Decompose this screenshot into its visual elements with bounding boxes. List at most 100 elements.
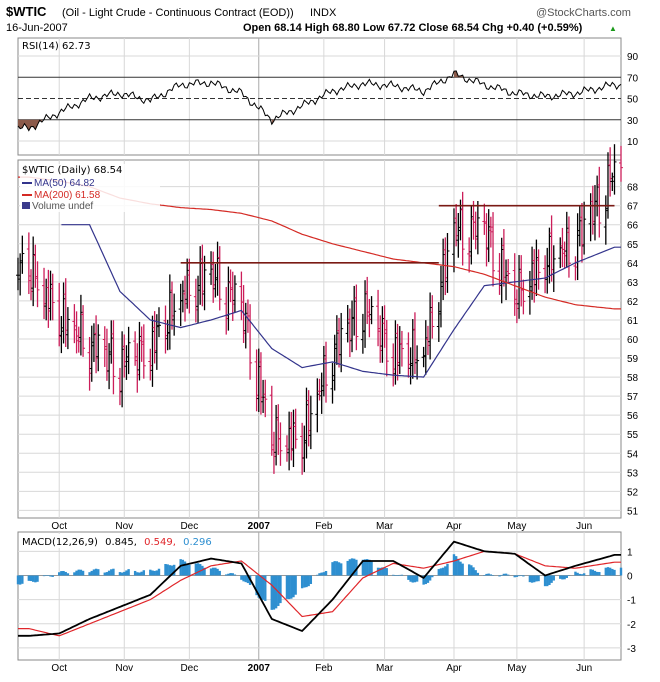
price-bar (61, 282, 66, 344)
macd-histogram-bar (589, 569, 592, 576)
macd-histogram-bar (209, 568, 213, 576)
price-tick-label: 57 (627, 392, 639, 403)
macd-histogram-bar (320, 572, 323, 576)
price-bar (603, 195, 608, 245)
price-bar (484, 213, 489, 267)
symbol-description: (Oil - Light Crude - Continuous Contract… (62, 7, 294, 19)
price-bar (486, 209, 491, 262)
legend-ma200: MA(200) 61.58 (34, 190, 101, 201)
macd-histogram-bar (31, 575, 35, 582)
macd-histogram-bar (548, 575, 551, 586)
price-bar (391, 343, 396, 387)
macd-histogram-bar (97, 569, 100, 576)
macd-histogram-bar (233, 574, 237, 576)
macd-histogram-bar (255, 575, 258, 596)
price-bar (211, 251, 216, 303)
macd-histogram-bar (120, 572, 124, 576)
price-bar (81, 305, 86, 357)
macd-histogram-bar (318, 573, 321, 576)
macd-histogram-bar (290, 575, 293, 599)
price-bar (363, 280, 368, 348)
price-bar (558, 237, 563, 269)
rsi-plot (17, 70, 622, 132)
price-bar (63, 278, 68, 347)
macd-tick-label: -1 (627, 596, 636, 607)
price-bar (172, 293, 177, 336)
macd-histogram-bar (307, 575, 310, 587)
macd-histogram-bar (36, 575, 39, 582)
price-bar (491, 212, 496, 287)
price-bar (215, 241, 220, 296)
price-bar (200, 244, 205, 307)
macd-histogram-bar (179, 559, 182, 576)
macd-histogram-bar (376, 567, 380, 576)
price-bar (549, 215, 554, 282)
macd-histogram-bar (513, 575, 516, 578)
x-tick-label: Feb (315, 521, 333, 532)
price-bar (44, 278, 49, 321)
macd-histogram-bar (339, 563, 343, 576)
macd-histogram-bar (563, 575, 566, 580)
macd-histogram-bar (272, 575, 276, 610)
macd-histogram-bar (331, 562, 334, 576)
price-bar (213, 264, 218, 298)
price-bar (324, 341, 329, 403)
price-bar (467, 237, 472, 273)
macd-histogram-bar (185, 563, 189, 576)
macd-histogram-bar (353, 558, 356, 576)
macd-histogram-bar (474, 570, 477, 576)
macd-histogram-bar (370, 561, 373, 576)
macd-histogram-bar (277, 575, 280, 606)
x-tick-label: Mar (376, 663, 394, 674)
price-bar (111, 320, 116, 395)
price-tick-label: 67 (627, 202, 639, 213)
price-bar (263, 379, 268, 418)
macd-histogram-bar (216, 568, 219, 576)
price-bar (575, 213, 580, 281)
macd-histogram-bar (394, 575, 397, 576)
macd-histogram-bar (533, 575, 536, 583)
ma50-line (61, 224, 621, 378)
price-bar (337, 317, 342, 368)
grid-lines (18, 38, 621, 660)
price-bar (436, 302, 441, 342)
macd-histogram-bar (426, 575, 430, 583)
price-bar (460, 191, 465, 266)
legend-volume-swatch (22, 202, 30, 209)
price-bar (579, 203, 584, 263)
macd-histogram-bar (491, 575, 495, 576)
macd-histogram-bar (396, 575, 399, 576)
price-bar (137, 321, 142, 381)
rsi-panel (17, 37, 622, 156)
macd-histogram-bar (183, 561, 187, 576)
macd-histogram-bar (133, 570, 137, 576)
macd-histogram-bar (415, 575, 419, 582)
macd-histogram-bar (47, 575, 50, 576)
macd-histogram-bar (324, 571, 328, 576)
macd-histogram-bar (595, 571, 599, 576)
macd-histogram-bar (578, 573, 581, 576)
macd-histogram-bar (49, 575, 52, 577)
price-bar (170, 281, 175, 330)
price-bar (501, 229, 506, 287)
macd-histogram-bar (565, 575, 568, 578)
price-bar (573, 256, 578, 281)
price-bar (308, 395, 313, 450)
price-bar (590, 185, 595, 235)
price-bar (46, 269, 51, 328)
price-bar (226, 266, 231, 331)
macd-histogram-bar (355, 559, 358, 576)
macd-histogram-bar (110, 569, 113, 576)
macd-histogram-bar (244, 575, 247, 583)
macd-histogram-bar (105, 572, 109, 576)
price-bar (183, 275, 188, 322)
price-bar (217, 246, 222, 311)
x-tick-label: 2007 (248, 663, 271, 674)
price-bar (117, 367, 122, 406)
price-bar (107, 343, 112, 390)
price-bar (232, 275, 237, 313)
price-bar (126, 326, 131, 375)
macd-histogram-bar (515, 575, 519, 577)
price-bar (527, 270, 532, 315)
